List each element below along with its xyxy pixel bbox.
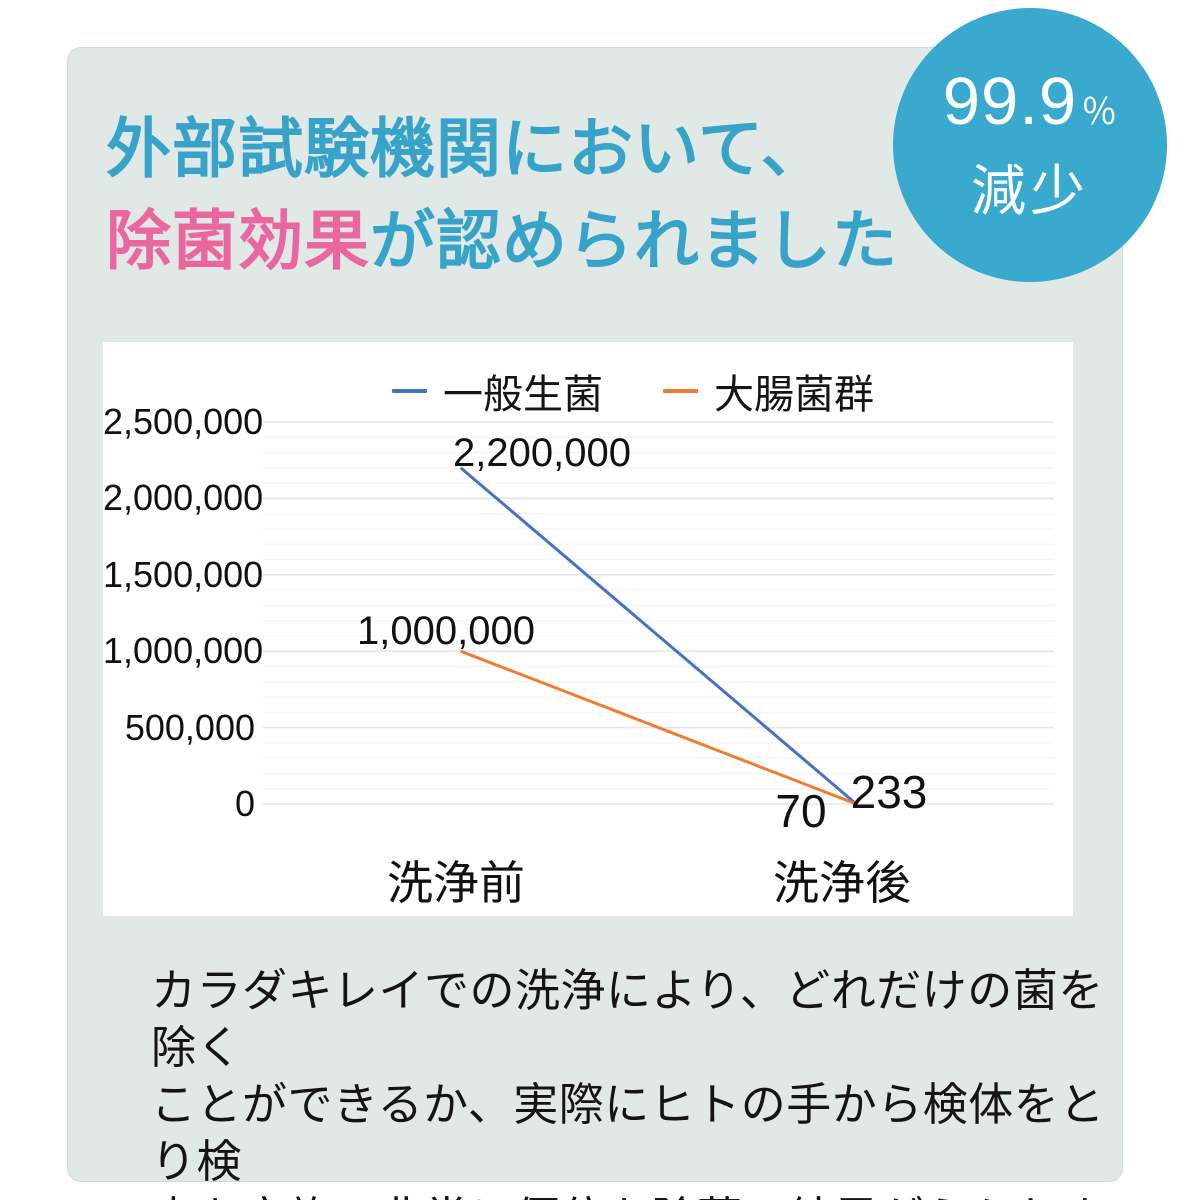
page-title: 外部試験機関において、 除菌効果が認められました <box>106 103 898 287</box>
legend-label-coliform: 大腸菌群 <box>714 373 874 417</box>
y-tick-label: 1,500,000 <box>103 553 264 595</box>
x-axis-label-before-wash: 洗浄前 <box>387 857 525 909</box>
y-tick-label: 0 <box>234 783 255 824</box>
y-tick-label: 1,000,000 <box>103 630 264 672</box>
legend-item-coliform: 大腸菌群 <box>663 362 874 420</box>
data-label-general-before: 2,200,000 <box>453 431 631 475</box>
y-tick-label: 2,000,000 <box>103 477 264 519</box>
y-tick-label: 500,000 <box>124 706 255 748</box>
reduction-value: 99.9 <box>942 64 1078 139</box>
legend-label-general: 一般生菌 <box>443 373 603 417</box>
title-line2: 除菌効果が認められました <box>106 195 898 287</box>
data-label-coliform-before: 1,000,000 <box>357 609 535 653</box>
title-line1: 外部試験機関において、 <box>106 103 898 195</box>
title-line2-rest: が認められました <box>370 204 899 277</box>
legend-orange-line-icon <box>663 389 698 393</box>
data-label-coliform-after: 70 <box>775 785 827 837</box>
legend-blue-line-icon <box>392 389 427 393</box>
description-line1: カラダキレイでの洗浄により、どれだけの菌を除く <box>151 965 1104 1073</box>
y-tick-label: 2,500,000 <box>103 401 264 442</box>
series-line-1 <box>460 649 857 806</box>
chart-panel: 一般生菌 大腸菌群 2,500,000 2,000,000 1,500,000 1,0… <box>103 342 1073 916</box>
reduction-word: 減少 <box>970 160 1089 222</box>
description-line2: ことができるか、実際にヒトの手から検体をとり検 <box>151 1079 1105 1187</box>
reduction-badge: 99.9 ％ 減少 <box>893 8 1167 282</box>
data-label-general-after: 233 <box>850 766 928 818</box>
reduction-percentage: 99.9 ％ <box>943 67 1117 155</box>
title-highlight: 除菌効果 <box>106 204 371 277</box>
line-chart <box>263 421 1054 806</box>
description-text: カラダキレイでの洗浄により、どれだけの菌を除く ことができるか、実際にヒトの手か… <box>151 962 1122 1200</box>
title-line1-text: 外部試験機関において、 <box>106 112 827 185</box>
legend-item-general-bacteria: 一般生菌 <box>392 362 603 420</box>
x-axis-label-after-wash: 洗浄後 <box>773 857 911 909</box>
chart-legend: 一般生菌 大腸菌群 <box>148 362 1118 420</box>
description-line3: 査を実施。非常に優位な除菌の結果がえられました。 <box>151 1190 1122 1200</box>
percent-sign: ％ <box>1081 91 1118 132</box>
series-line-0 <box>459 466 858 806</box>
